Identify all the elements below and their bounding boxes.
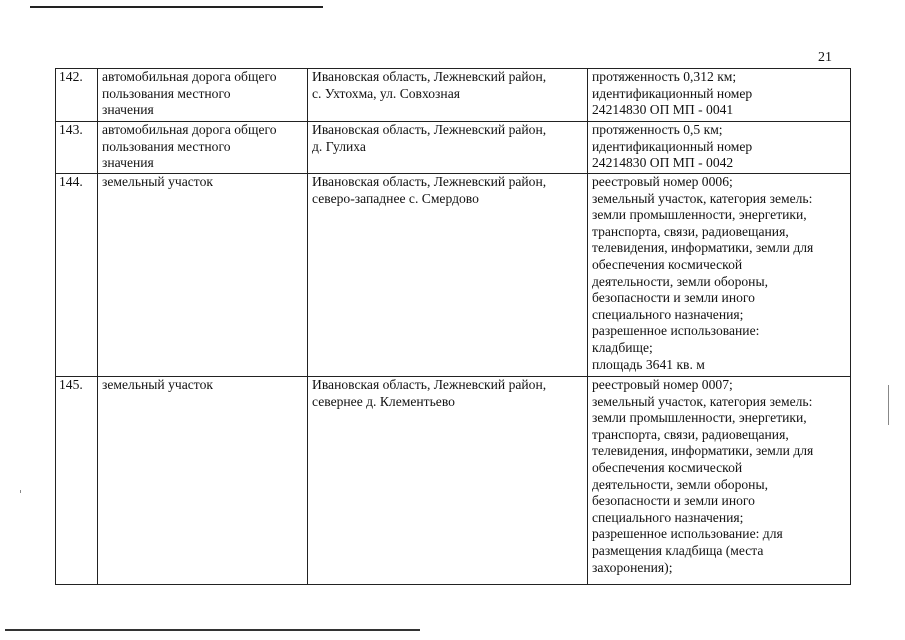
object-description-line: специального назначения; <box>592 509 744 525</box>
object-name: земельный участок <box>97 173 308 377</box>
object-address-line: Ивановская область, Лежневский район, <box>312 69 547 84</box>
object-description: протяженность 0,5 км; идентификационный н… <box>587 121 851 174</box>
object-description-line: деятельности, земли обороны, <box>592 273 768 289</box>
object-description-line: транспорта, связи, радиовещания, <box>592 426 789 442</box>
object-description-line: разрешенное использование: для <box>592 526 783 542</box>
scan-mark <box>888 385 889 425</box>
object-address-line: северо-западнее с. Смердово <box>312 190 479 206</box>
object-description-line: деятельности, земли обороны, <box>592 476 768 492</box>
object-address-line: севернее д. Клементьево <box>312 393 455 409</box>
row-number: 143. <box>55 121 98 174</box>
object-description: реестровый номер 0006; земельный участок,… <box>587 173 851 377</box>
object-description-line: телевидения, информатики, земли для <box>592 240 814 256</box>
object-name: земельный участок <box>97 376 308 585</box>
object-description-line: реестровый номер 0007; <box>592 377 733 392</box>
object-description-line: реестровый номер 0006; <box>592 174 733 189</box>
object-description-line: разрешенное использование: <box>592 323 760 339</box>
object-description-line: телевидения, информатики, земли для <box>592 443 814 459</box>
object-description-line: 24214830 ОП МП - 0042 <box>592 155 734 171</box>
object-address: Ивановская область, Лежневский район, с. … <box>307 68 588 122</box>
object-name-line: автомобильная дорога общего <box>102 69 277 84</box>
object-description-line: земли промышленности, энергетики, <box>592 207 807 223</box>
table-row: 143. автомобильная дорога общего пользован… <box>55 121 851 174</box>
object-description-line: идентификационный номер <box>592 85 753 101</box>
object-description-line: обеспечения космической <box>592 459 743 475</box>
object-description: реестровый номер 0007; земельный участок,… <box>587 376 851 585</box>
object-description-line: земельный участок, категория земель: <box>592 190 813 206</box>
footer-rule <box>5 629 420 631</box>
header-rule <box>30 6 323 8</box>
object-address: Ивановская область, Лежневский район, сев… <box>307 376 588 585</box>
page-number: 21 <box>818 50 832 65</box>
object-description-line: земли промышленности, энергетики, <box>592 410 807 426</box>
object-address-line: Ивановская область, Лежневский район, <box>312 377 547 392</box>
table-row: 142. автомобильная дорога общего пользован… <box>55 68 851 122</box>
object-name-line: пользования местного <box>102 85 231 101</box>
property-table: 142. автомобильная дорога общего пользован… <box>55 68 851 585</box>
table-row: 144. земельный участок Ивановская область,… <box>55 173 851 377</box>
object-address-line: с. Ухтохма, ул. Совхозная <box>312 85 460 101</box>
object-description-line: безопасности и земли иного <box>592 290 755 306</box>
object-address-line: д. Гулиха <box>312 138 366 154</box>
object-address-line: Ивановская область, Лежневский район, <box>312 174 547 189</box>
object-description-line: протяженность 0,5 км; <box>592 122 723 137</box>
object-name-line: земельный участок <box>102 174 213 189</box>
object-name-line: земельный участок <box>102 377 213 392</box>
object-description-line: идентификационный номер <box>592 138 753 154</box>
row-number: 145. <box>55 376 98 585</box>
object-name: автомобильная дорога общего пользования м… <box>97 68 308 122</box>
object-description-line: земельный участок, категория земель: <box>592 393 813 409</box>
row-number: 144. <box>55 173 98 377</box>
object-description-line: обеспечения космической <box>592 256 743 272</box>
object-description-line: 24214830 ОП МП - 0041 <box>592 102 734 118</box>
object-description-line: безопасности и земли иного <box>592 493 755 509</box>
object-name-line: автомобильная дорога общего <box>102 122 277 137</box>
object-description-line: захоронения); <box>592 559 673 575</box>
object-description-line: площадь 3641 кв. м <box>592 356 705 372</box>
object-address: Ивановская область, Лежневский район, сев… <box>307 173 588 377</box>
object-name-line: значения <box>102 155 154 171</box>
object-description-line: размещения кладбища (места <box>592 542 764 558</box>
table-row: 145. земельный участок Ивановская область,… <box>55 376 851 585</box>
object-description-line: протяженность 0,312 км; <box>592 69 737 84</box>
object-name-line: значения <box>102 102 154 118</box>
scan-mark <box>20 490 21 493</box>
row-number: 142. <box>55 68 98 122</box>
object-description-line: кладбище; <box>592 339 653 355</box>
object-address-line: Ивановская область, Лежневский район, <box>312 122 547 137</box>
object-description-line: транспорта, связи, радиовещания, <box>592 223 789 239</box>
object-description-line: специального назначения; <box>592 306 744 322</box>
object-address: Ивановская область, Лежневский район, д. … <box>307 121 588 174</box>
object-description: протяженность 0,312 км; идентификационный… <box>587 68 851 122</box>
object-name-line: пользования местного <box>102 138 231 154</box>
object-name: автомобильная дорога общего пользования м… <box>97 121 308 174</box>
